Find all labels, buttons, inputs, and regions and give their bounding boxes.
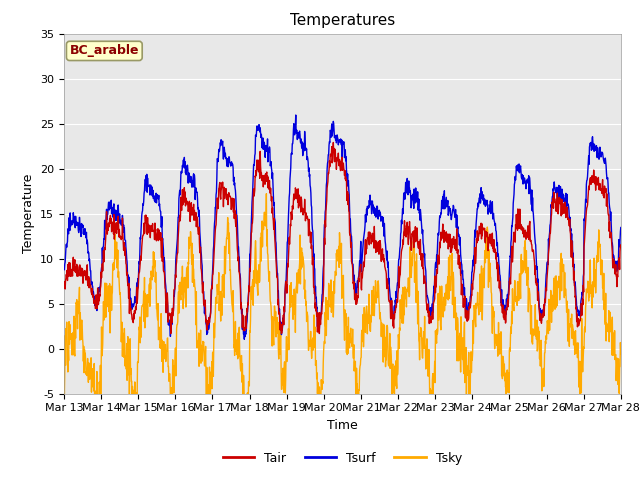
Title: Temperatures: Temperatures [290, 13, 395, 28]
Y-axis label: Temperature: Temperature [22, 174, 35, 253]
Legend: Tair, Tsurf, Tsky: Tair, Tsurf, Tsky [218, 447, 467, 469]
Text: BC_arable: BC_arable [70, 44, 139, 58]
X-axis label: Time: Time [327, 419, 358, 432]
